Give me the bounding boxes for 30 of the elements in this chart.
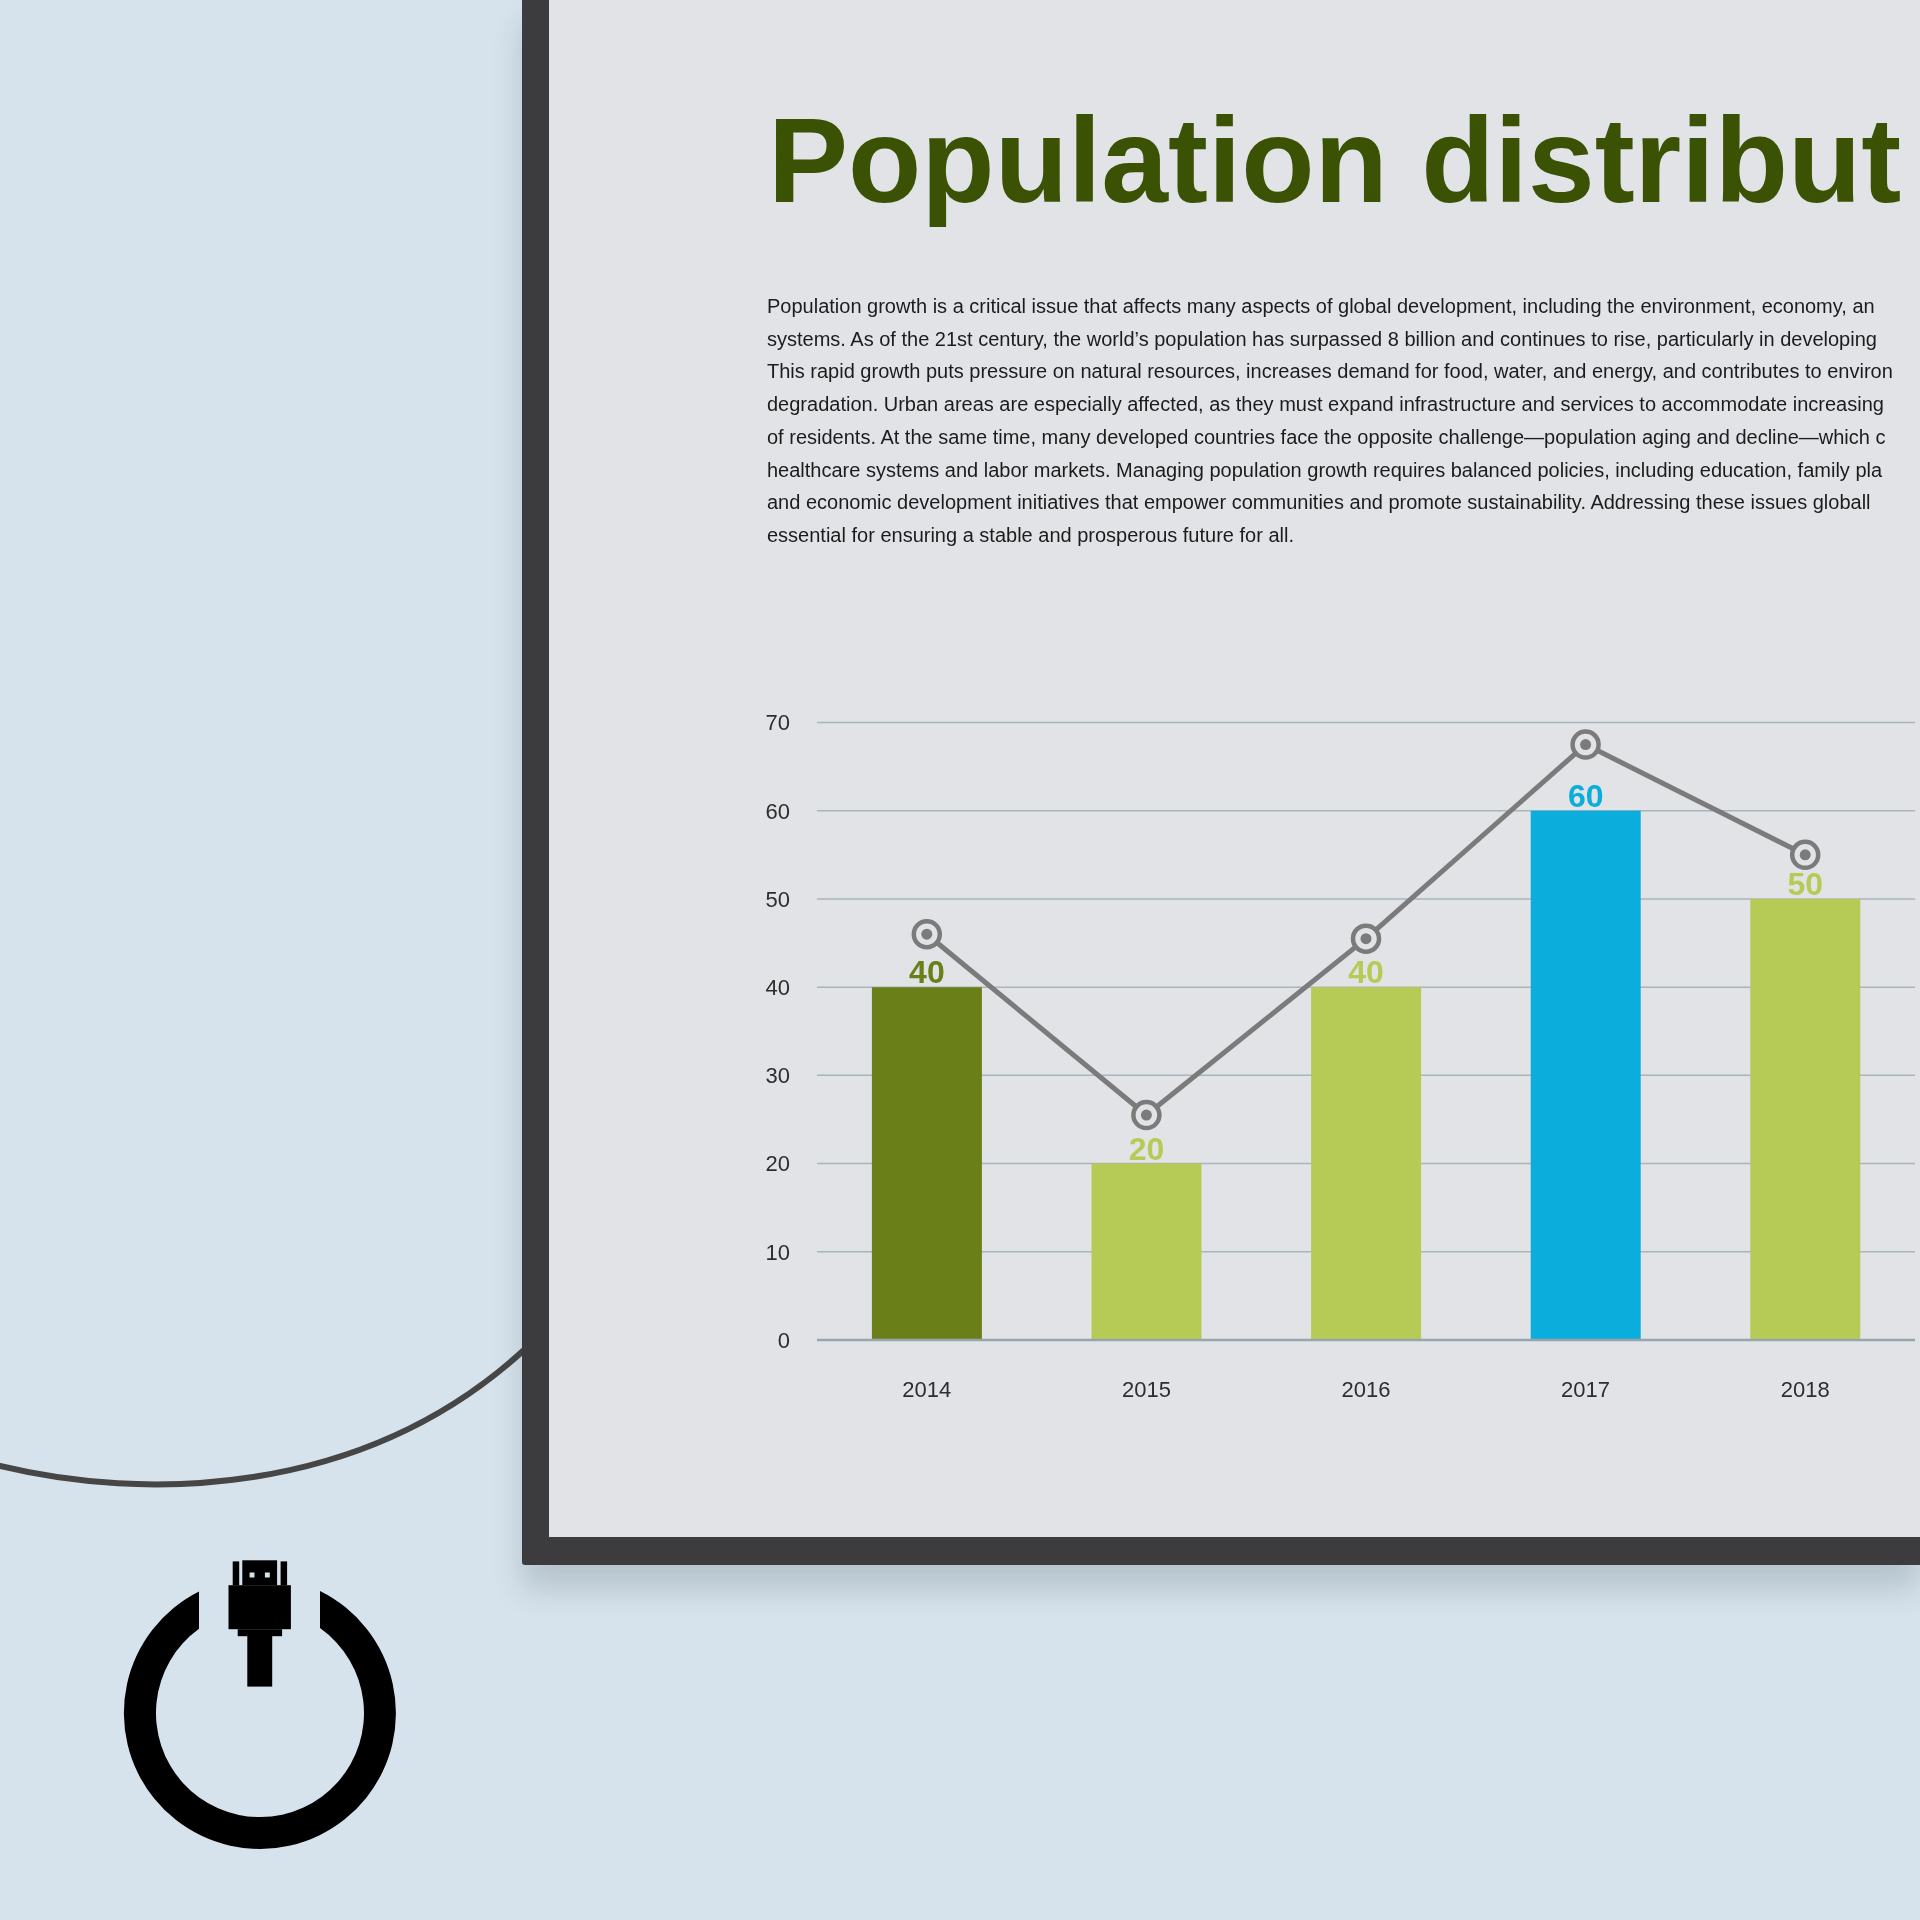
- bar: [1530, 810, 1641, 1340]
- y-tick-label: 30: [765, 1063, 790, 1089]
- x-tick-label: 2014: [902, 1376, 952, 1402]
- chart-title: Population distribut: [768, 92, 1902, 229]
- point: [911, 918, 943, 950]
- data-label: 60: [1567, 777, 1604, 814]
- data-label: 40: [1348, 954, 1384, 991]
- y-tick-label: 50: [765, 886, 790, 912]
- chart-subtitle: Population growth is a critical issue that affects many aspects of global development, including the environment, economy, an systems. As of the 21st century, the world’s population has surpassed 8 billion and continues to rise, particularly in developing This rapid growth puts pressure on natural resources, increases demand for food, water, and energy, and contributes to environ degradation. Urban areas are especially affected, as they must expand infrastructure and services to accommodate increasing of residents. At the same time, many developed countries face the opposite challenge—population aging and decline—which c healthcare systems and labor markets. Managing population growth requires balanced policies, including education, family pla and economic development initiatives that empower communities and promote sustainability. Addressing these issues globall essential for ensuring a stable and prosperous future for all.: [767, 294, 1893, 548]
- point: [1570, 729, 1601, 760]
- bar: [1311, 987, 1422, 1340]
- data-label: 40: [909, 954, 945, 991]
- bar: [1091, 1163, 1202, 1340]
- y-tick-label: 20: [765, 1151, 790, 1177]
- x-tick-label: 2016: [1341, 1376, 1391, 1402]
- y-tick-label: 40: [765, 974, 790, 1000]
- x-tick-label: 2015: [1121, 1376, 1171, 1402]
- point: [1350, 923, 1382, 954]
- x-tick-label: 2017: [1561, 1376, 1611, 1402]
- data-label: 20: [1128, 1130, 1165, 1167]
- y-tick-label: 0: [777, 1327, 790, 1353]
- point: [1789, 839, 1821, 871]
- x-tick-label: 2018: [1780, 1376, 1830, 1402]
- y-tick-label: 60: [765, 798, 790, 824]
- bar: [1750, 898, 1861, 1340]
- data-label: 50: [1787, 865, 1824, 902]
- bar: [871, 987, 982, 1340]
- y-tick-label: 10: [765, 1239, 790, 1265]
- point: [1131, 1099, 1162, 1131]
- y-tick-label: 70: [765, 710, 790, 736]
